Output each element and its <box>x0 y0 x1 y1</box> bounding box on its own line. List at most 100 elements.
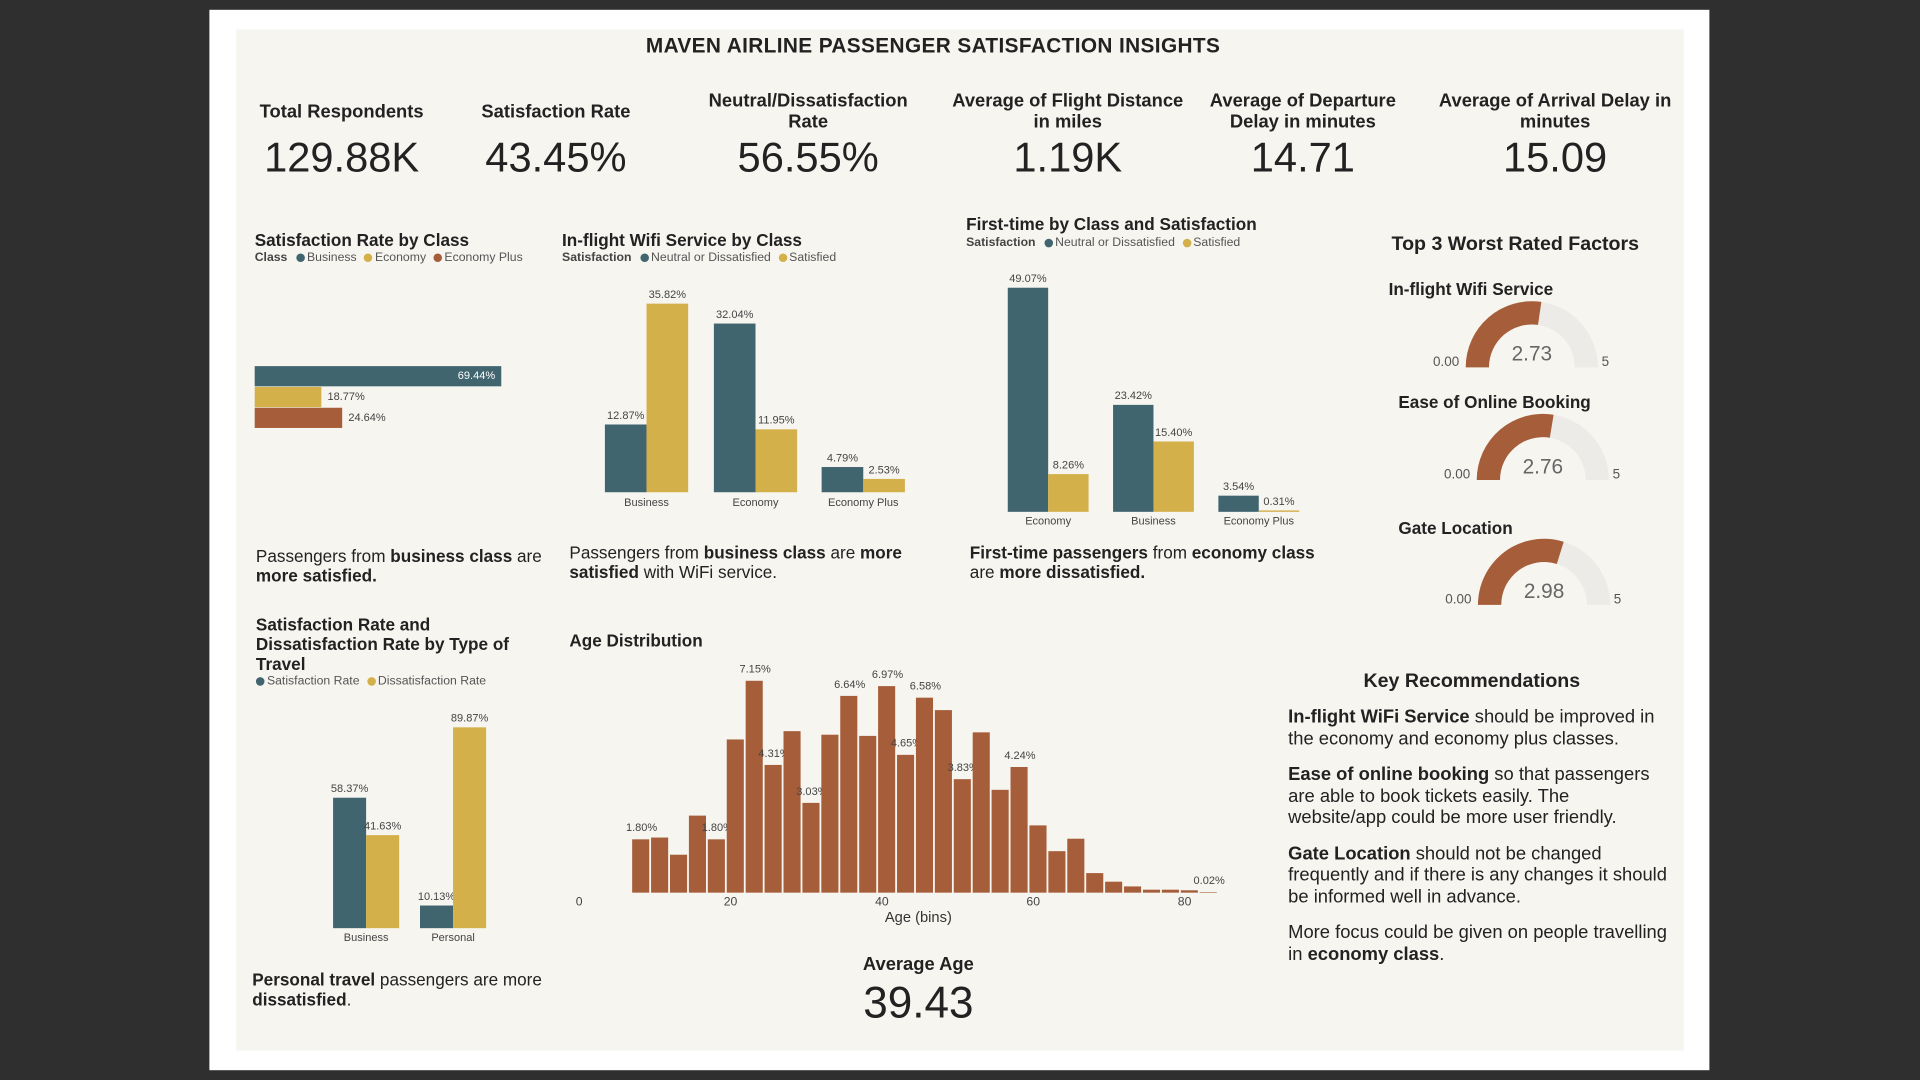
recommendation: Ease of online booking so that passenger… <box>1288 764 1670 828</box>
gauge-min-label: 0.00 <box>1444 467 1470 482</box>
histogram-bar <box>1010 767 1028 893</box>
bar <box>366 835 400 929</box>
kpi-label: Total Respondents <box>259 101 424 122</box>
legend-item: Economy Plus <box>433 251 523 264</box>
histogram-bar <box>953 779 971 893</box>
legend-item: Satisfied <box>778 251 836 264</box>
histogram-bar <box>1124 886 1142 893</box>
bar <box>1153 441 1194 512</box>
text-run: business class <box>390 546 513 566</box>
text-run: should be improved in the economy and ec… <box>1288 706 1655 749</box>
data-label: 89.87% <box>451 713 489 725</box>
legend-label: Satisfied <box>1193 236 1241 250</box>
kpi-value: 15.09 <box>1503 134 1608 182</box>
gauge-value: 2.98 <box>1524 580 1564 603</box>
histogram-bar <box>1105 881 1123 893</box>
histogram-bar <box>878 686 896 893</box>
legend-label: Satisfied <box>789 251 837 265</box>
data-label: 1.80% <box>702 822 733 834</box>
chart-title: In-flight Wifi Service by Class <box>562 230 802 250</box>
legend-title: Class <box>254 251 288 265</box>
x-tick-label: 40 <box>875 895 889 909</box>
data-label: 15.40% <box>1155 427 1193 439</box>
kpi-value: 56.55% <box>737 134 879 182</box>
data-label: 10.13% <box>418 891 456 903</box>
recommendation: In-flight WiFi Service should be improve… <box>1288 707 1670 750</box>
chart-title: Satisfaction Rate by Class <box>254 230 470 250</box>
histogram-bar <box>688 815 706 893</box>
legend-label: Economy <box>375 251 427 265</box>
x-tick-label: 60 <box>1026 895 1040 909</box>
histogram-bar <box>707 839 725 893</box>
text-run: Ease of online booking <box>1288 764 1490 785</box>
gauge-value-arc <box>1465 301 1542 368</box>
legend-label: Neutral or Dissatisfied <box>651 251 771 265</box>
gauge-value-arc <box>1477 538 1564 605</box>
kpi-label: Average of Arrival Delay in minutes <box>1438 90 1672 133</box>
legend: Satisfaction Neutral or Dissatisfied Satis… <box>966 236 1243 249</box>
text-run: . <box>346 989 352 1009</box>
legend: Satisfaction Neutral or Dissatisfied Satis… <box>562 251 839 264</box>
gauge-min-label: 0.00 <box>1445 592 1471 607</box>
chart-title: Ease of Online Booking <box>1398 391 1591 412</box>
gauge-value: 2.73 <box>1512 343 1552 366</box>
histogram-bar <box>1029 825 1047 893</box>
text-run: More focus could be given on people trav… <box>1288 922 1667 965</box>
chart-title: Satisfaction Rate and Dissatisfaction Ra… <box>255 614 510 674</box>
bar <box>646 303 689 493</box>
data-label: 3.54% <box>1223 481 1254 493</box>
data-label: 0.31% <box>1263 496 1294 508</box>
data-label: 35.82% <box>649 289 687 301</box>
bar <box>420 905 454 929</box>
data-label: 32.04% <box>716 309 754 321</box>
x-tick-label: 0 <box>576 895 583 909</box>
insight-note: Passengers from business class are more … <box>569 542 936 581</box>
legend-swatch <box>640 253 649 263</box>
kpi-value: 1.19K <box>1013 134 1123 182</box>
kpi-card: Average of Arrival Delay in minutes 15.09 <box>1438 88 1672 182</box>
bar <box>1218 495 1259 512</box>
data-label: 0.02% <box>1194 875 1225 887</box>
kpi-label: Average of Departure Delay in minutes <box>1209 90 1396 133</box>
data-label: 18.77% <box>327 391 365 403</box>
data-label: 4.65% <box>891 738 922 750</box>
text-run: more satisfied <box>569 542 902 582</box>
bar <box>254 386 322 408</box>
text-run: economy class <box>1307 943 1440 965</box>
text-run: Passengers from <box>255 546 391 566</box>
histogram-bar <box>821 734 839 893</box>
bar <box>1113 404 1154 512</box>
kpi-value: 14.71 <box>1250 134 1355 182</box>
histogram-bar <box>1067 838 1085 893</box>
kpi-label: Satisfaction Rate <box>481 101 631 122</box>
text-run: so that passengers are able to book tick… <box>1288 764 1650 828</box>
bar <box>333 797 367 929</box>
text-run: are <box>825 542 861 563</box>
recommendations: In-flight WiFi Service should be improve… <box>1288 707 1670 980</box>
chart-title: Age Distribution <box>569 630 703 651</box>
histogram-bar <box>632 839 650 893</box>
recommendation: Gate Location should not be changed freq… <box>1288 843 1670 907</box>
data-label: 2.53% <box>868 464 899 476</box>
text-run: passengers are more <box>375 969 542 990</box>
histogram-bar <box>972 732 990 893</box>
data-label: 4.24% <box>1004 750 1035 762</box>
histogram-bar <box>802 802 820 893</box>
histogram-bar <box>859 735 877 893</box>
text-run: should not be changed frequently and if … <box>1288 843 1667 907</box>
data-label: 69.44% <box>458 370 496 382</box>
bar <box>863 478 905 493</box>
data-label: 49.07% <box>1009 273 1047 285</box>
data-label: 4.31% <box>758 748 789 760</box>
legend-item: Economy <box>363 251 427 265</box>
insight-note: Passengers from business class are more … <box>256 546 562 585</box>
gauge-max-label: 5 <box>1614 592 1621 607</box>
bar <box>1258 510 1300 512</box>
data-label: 23.42% <box>1115 390 1153 402</box>
bar <box>453 727 487 929</box>
text-run: are <box>969 562 1000 582</box>
legend-item: Neutral or Dissatisfied <box>1044 236 1175 250</box>
bar <box>713 323 756 493</box>
histogram-bar <box>651 837 669 893</box>
